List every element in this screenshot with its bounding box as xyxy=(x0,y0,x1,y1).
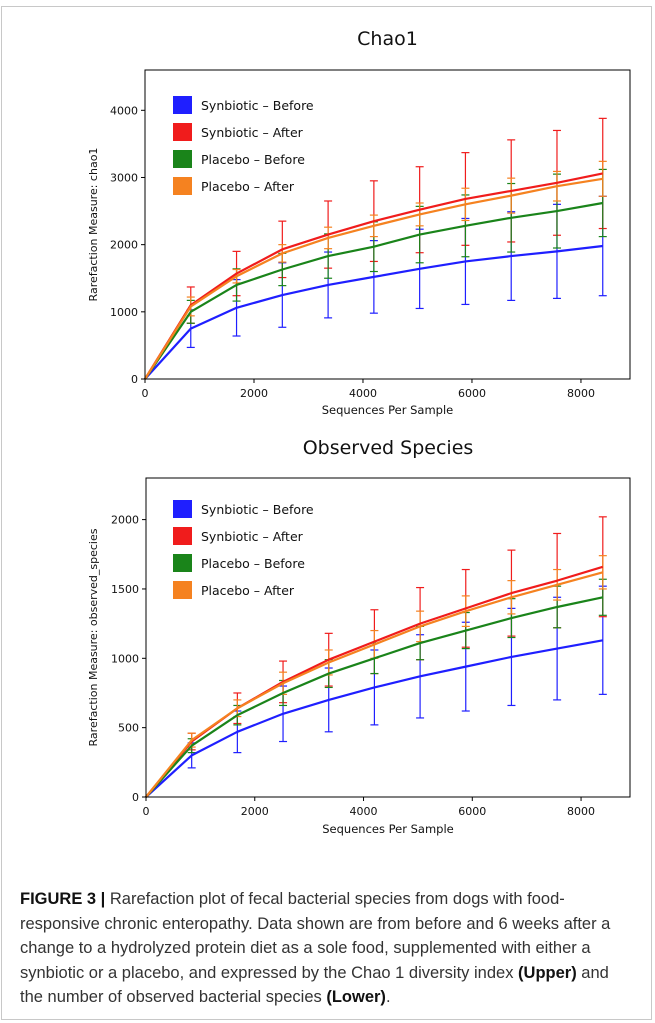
legend-swatch xyxy=(173,177,192,195)
legend-swatch xyxy=(173,123,192,141)
legend-swatch xyxy=(173,581,192,599)
x-tick-label: 4000 xyxy=(349,387,377,400)
caption-lower: (Lower) xyxy=(326,988,386,1006)
legend-swatch xyxy=(173,527,192,545)
y-tick-label: 0 xyxy=(132,791,139,804)
x-tick-label: 0 xyxy=(143,805,150,818)
x-tick-label: 2000 xyxy=(240,387,268,400)
x-tick-label: 8000 xyxy=(567,387,595,400)
series-line xyxy=(144,201,603,380)
legend-label: Synbiotic – After xyxy=(201,125,304,140)
series-line xyxy=(144,177,603,380)
observed-species-chart: Observed Species 0 2000 4000 6000 8000 0 500 100… xyxy=(87,437,631,836)
legend-label: Synbiotic – Before xyxy=(201,98,314,113)
x-tick-label: 6000 xyxy=(458,805,486,818)
x-tick-label: 0 xyxy=(142,387,149,400)
legend-label: Placebo – Before xyxy=(201,152,305,167)
legend-swatch xyxy=(173,96,192,114)
observed-species-chart-panel: Observed Species 0 2000 4000 6000 8000 0 500 100… xyxy=(0,425,655,845)
figure-frame xyxy=(1,6,652,1020)
plot-area-frame xyxy=(145,477,631,798)
y-tick-label: 1000 xyxy=(111,652,139,665)
series-line xyxy=(144,172,603,380)
caption-text-1: Rarefaction plot of fecal bacterial spec… xyxy=(20,890,611,982)
legend-label: Placebo – After xyxy=(201,583,295,598)
y-axis-label: Rarefaction Measure: chao1 xyxy=(87,148,100,302)
legend-label: Placebo – After xyxy=(201,179,295,194)
series-line xyxy=(145,571,604,798)
caption-label: FIGURE 3 | xyxy=(20,890,106,908)
x-axis-label: Sequences Per Sample xyxy=(322,822,453,836)
series-line xyxy=(145,639,604,798)
chart-title: Chao1 xyxy=(357,28,418,50)
y-tick-label: 0 xyxy=(131,373,138,386)
y-tick-label: 1000 xyxy=(110,306,138,319)
chao1-chart: Chao1 0 2000 4000 6000 8000 0 1000 2000 3000 4000 S… xyxy=(87,28,631,417)
legend-label: Placebo – Before xyxy=(201,556,305,571)
legend-label: Synbiotic – Before xyxy=(201,502,314,517)
legend-swatch xyxy=(173,554,192,572)
y-axis-label: Rarefaction Measure: observed_species xyxy=(87,528,100,746)
chao1-chart-panel: Chao1 0 2000 4000 6000 8000 0 1000 2000 3000 4000 S… xyxy=(0,10,655,420)
x-tick-label: 6000 xyxy=(458,387,486,400)
legend-label: Synbiotic – After xyxy=(201,529,304,544)
series-line xyxy=(145,596,604,798)
chart-title: Observed Species xyxy=(303,437,474,459)
plot-area-frame xyxy=(144,69,631,380)
caption-text-2: and the number of observed bacterial spe… xyxy=(20,963,609,1007)
y-tick-label: 3000 xyxy=(110,171,138,184)
legend-swatch xyxy=(173,500,192,518)
y-tick-label: 500 xyxy=(118,722,139,735)
caption-upper: (Upper) xyxy=(518,963,577,982)
y-tick-label: 2000 xyxy=(110,239,138,252)
y-tick-label: 4000 xyxy=(110,104,138,117)
caption-text-3: . xyxy=(385,988,391,1006)
y-tick-label: 2000 xyxy=(111,514,139,527)
x-tick-label: 2000 xyxy=(241,805,269,818)
legend-swatch xyxy=(173,150,192,168)
x-tick-label: 8000 xyxy=(567,805,595,818)
y-tick-label: 1500 xyxy=(111,583,139,596)
figure-caption: FIGURE 3 | Rarefaction plot of fecal bac… xyxy=(20,887,635,1010)
x-tick-label: 4000 xyxy=(350,805,378,818)
x-axis-label: Sequences Per Sample xyxy=(322,403,453,417)
series-line xyxy=(144,244,603,380)
